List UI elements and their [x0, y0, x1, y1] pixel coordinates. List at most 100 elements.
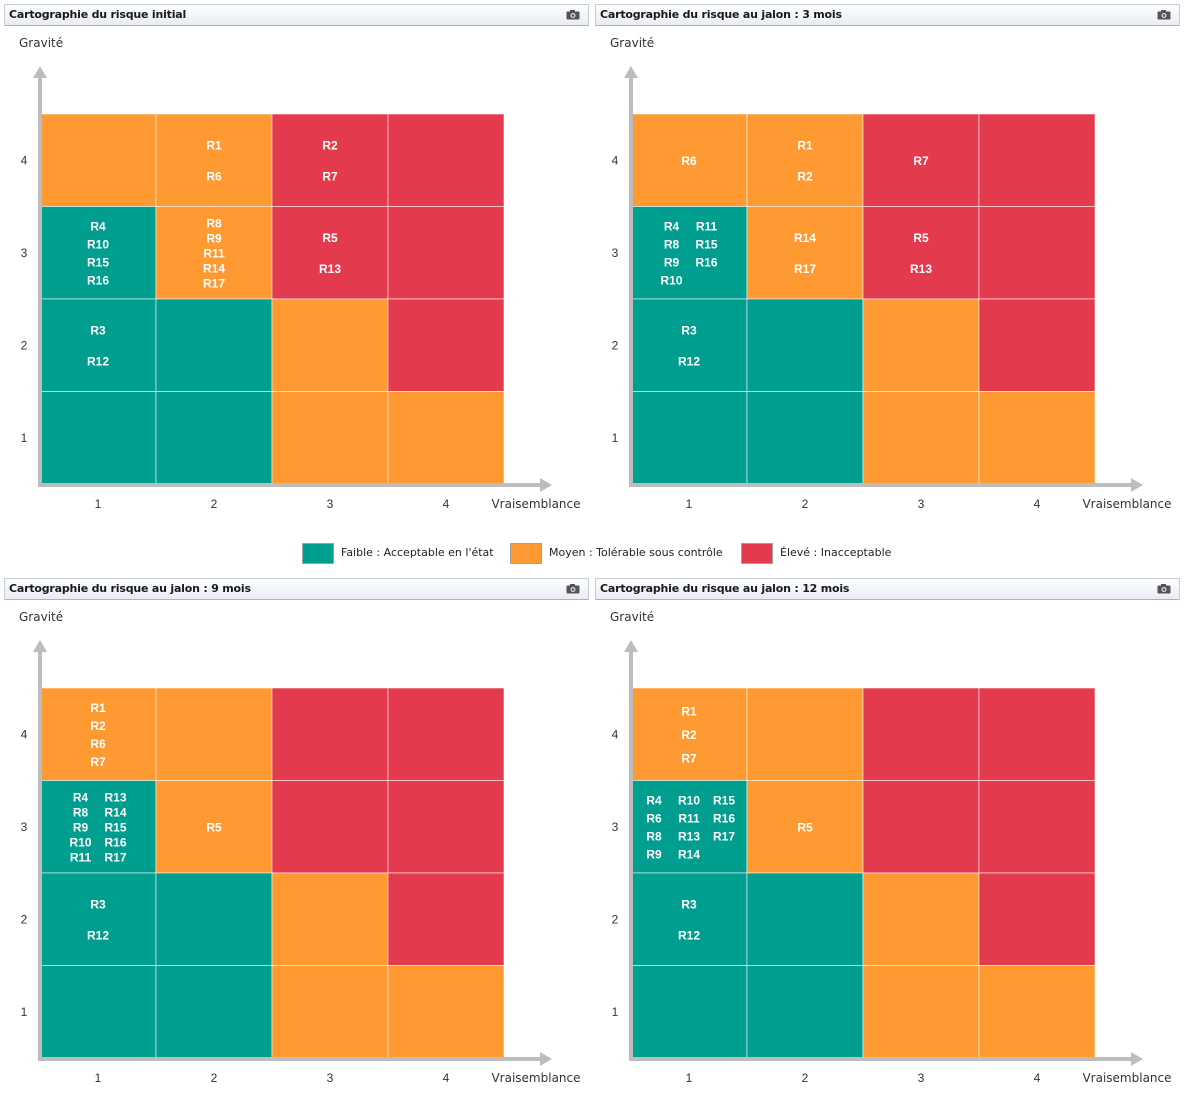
camera-icon[interactable] [1157, 584, 1171, 594]
risk-label: R7 [322, 169, 338, 183]
y-tick-label: 3 [612, 246, 619, 260]
risk-label: R12 [87, 928, 109, 942]
x-tick-label: 1 [95, 1071, 102, 1085]
matrix-cell [39, 965, 157, 1059]
risk-label: R9 [646, 847, 662, 861]
risk-label: R1 [797, 138, 813, 152]
matrix-cell [862, 113, 980, 207]
matrix-cell [39, 206, 157, 300]
x-tick-label: 4 [1034, 497, 1041, 511]
risk-label: R12 [87, 354, 109, 368]
risk-label: R15 [87, 255, 109, 269]
x-tick-label: 1 [95, 497, 102, 511]
risk-label: R1 [90, 701, 106, 715]
panel-risk-12-months: Cartographie du risque au jalon : 12 moi… [595, 578, 1180, 1098]
matrix-cell [862, 391, 980, 485]
risk-label: R15 [713, 793, 735, 807]
matrix-cell [746, 872, 864, 966]
risk-label: R5 [206, 820, 222, 834]
matrix-cell [978, 206, 1096, 300]
x-tick-label: 1 [686, 1071, 693, 1085]
matrix-cell [155, 780, 273, 874]
panel-risk-3-months: Cartographie du risque au jalon : 3 mois… [595, 4, 1180, 534]
camera-icon[interactable] [1157, 10, 1171, 20]
risk-label: R4 [73, 790, 89, 804]
risk-label: R10 [660, 273, 682, 287]
risk-label: R16 [104, 835, 126, 849]
matrix-cell [862, 298, 980, 392]
y-tick-label: 2 [21, 912, 28, 926]
y-tick-label: 2 [612, 338, 619, 352]
risk-label: R16 [87, 273, 109, 287]
risk-label: R14 [794, 231, 816, 245]
risk-label: R2 [90, 719, 106, 733]
risk-label: R15 [104, 820, 126, 834]
legend-swatch-eleve [741, 543, 773, 564]
risk-label: R4 [646, 793, 662, 807]
risk-label: R3 [681, 323, 697, 337]
risk-label: R17 [104, 850, 126, 864]
risk-label: R3 [90, 323, 106, 337]
risk-label: R16 [695, 255, 717, 269]
matrix-cell [387, 206, 505, 300]
y-tick-label: 4 [21, 153, 28, 167]
matrix-cell [271, 113, 389, 207]
matrix-cell [39, 687, 157, 781]
risk-label: R3 [90, 897, 106, 911]
camera-icon[interactable] [566, 584, 580, 594]
x-tick-label: 4 [443, 1071, 450, 1085]
risk-label: R17 [203, 276, 225, 290]
legend-swatch-moyen [510, 543, 542, 564]
matrix-cell [746, 780, 864, 874]
risk-label: R13 [104, 790, 126, 804]
risk-label: R17 [794, 262, 816, 276]
risk-label: R1 [681, 704, 697, 718]
risk-matrix-chart: Gravité R1 R2 R7 R4 R10 R15 R6 R11 R16 R8 R13 R17 R9 R… [610, 610, 1172, 1085]
matrix-cell [387, 780, 505, 874]
risk-label: R10 [678, 793, 700, 807]
risk-label: R2 [322, 138, 338, 152]
y-tick-label: 2 [21, 338, 28, 352]
risk-label: R3 [681, 897, 697, 911]
matrix-cell [271, 965, 389, 1059]
x-tick-label: 2 [802, 1071, 809, 1085]
risk-label: R6 [681, 154, 697, 168]
matrix-cell [746, 687, 864, 781]
matrix-cell [978, 965, 1096, 1059]
risk-label: R8 [206, 216, 222, 230]
y-axis-label: Gravité [610, 36, 654, 50]
x-tick-label: 1 [686, 497, 693, 511]
matrix-cell [746, 298, 864, 392]
matrix-cell [978, 780, 1096, 874]
risk-label: R9 [664, 255, 680, 269]
matrix-cell [862, 206, 980, 300]
y-axis-arrow [33, 640, 47, 652]
matrix-cell [746, 391, 864, 485]
matrix-cell [387, 391, 505, 485]
legend-label: Élevé : Inacceptable [780, 546, 892, 559]
x-tick-label: 3 [918, 497, 925, 511]
y-tick-label: 3 [21, 820, 28, 834]
y-tick-label: 1 [21, 431, 28, 445]
y-axis-arrow [624, 640, 638, 652]
matrix-cell [630, 687, 748, 781]
matrix-cell [155, 872, 273, 966]
risk-label: R7 [913, 154, 929, 168]
risk-label: R12 [678, 354, 700, 368]
camera-icon[interactable] [566, 10, 580, 20]
y-axis-label: Gravité [19, 36, 63, 50]
risk-label: R11 [70, 850, 92, 864]
y-tick-label: 4 [612, 153, 619, 167]
risk-label: R2 [681, 728, 697, 742]
matrix-cell [271, 391, 389, 485]
risk-label: R10 [69, 835, 91, 849]
risk-label: R11 [696, 219, 718, 233]
matrix-cell [746, 113, 864, 207]
risk-matrix-chart: Gravité R1 R2 R6 R7 R4 R13 R8 R14 R9 R15 R10 R16 R11 R… [19, 610, 581, 1085]
legend-label: Faible : Acceptable en l'état [341, 546, 494, 559]
y-tick-label: 3 [21, 246, 28, 260]
panel-title: Cartographie du risque initial [9, 8, 187, 21]
panel-title: Cartographie du risque au jalon : 9 mois [9, 582, 251, 595]
legend-label: Moyen : Tolérable sous contrôle [549, 546, 723, 559]
